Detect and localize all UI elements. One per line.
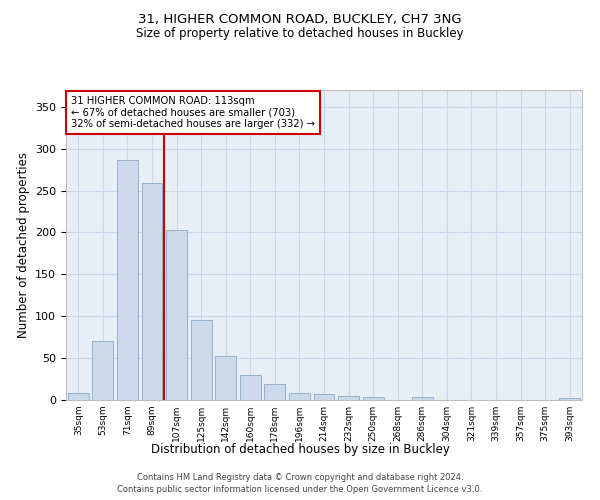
Bar: [338, 396, 359, 400]
Text: Size of property relative to detached houses in Buckley: Size of property relative to detached ho…: [136, 28, 464, 40]
Bar: [265, 384, 286, 400]
Y-axis label: Number of detached properties: Number of detached properties: [17, 152, 29, 338]
Bar: [191, 320, 212, 400]
Bar: [166, 230, 187, 400]
Bar: [240, 375, 261, 400]
Bar: [142, 183, 163, 400]
Bar: [314, 394, 334, 400]
Bar: [559, 398, 580, 400]
Text: Distribution of detached houses by size in Buckley: Distribution of detached houses by size …: [151, 442, 449, 456]
Text: Contains HM Land Registry data © Crown copyright and database right 2024.: Contains HM Land Registry data © Crown c…: [137, 472, 463, 482]
Bar: [117, 160, 138, 400]
Bar: [68, 394, 89, 400]
Bar: [362, 396, 383, 400]
Bar: [412, 396, 433, 400]
Text: 31, HIGHER COMMON ROAD, BUCKLEY, CH7 3NG: 31, HIGHER COMMON ROAD, BUCKLEY, CH7 3NG: [138, 12, 462, 26]
Bar: [92, 340, 113, 400]
Text: Contains public sector information licensed under the Open Government Licence v3: Contains public sector information licen…: [118, 485, 482, 494]
Text: 31 HIGHER COMMON ROAD: 113sqm
← 67% of detached houses are smaller (703)
32% of : 31 HIGHER COMMON ROAD: 113sqm ← 67% of d…: [71, 96, 315, 130]
Bar: [289, 394, 310, 400]
Bar: [215, 356, 236, 400]
